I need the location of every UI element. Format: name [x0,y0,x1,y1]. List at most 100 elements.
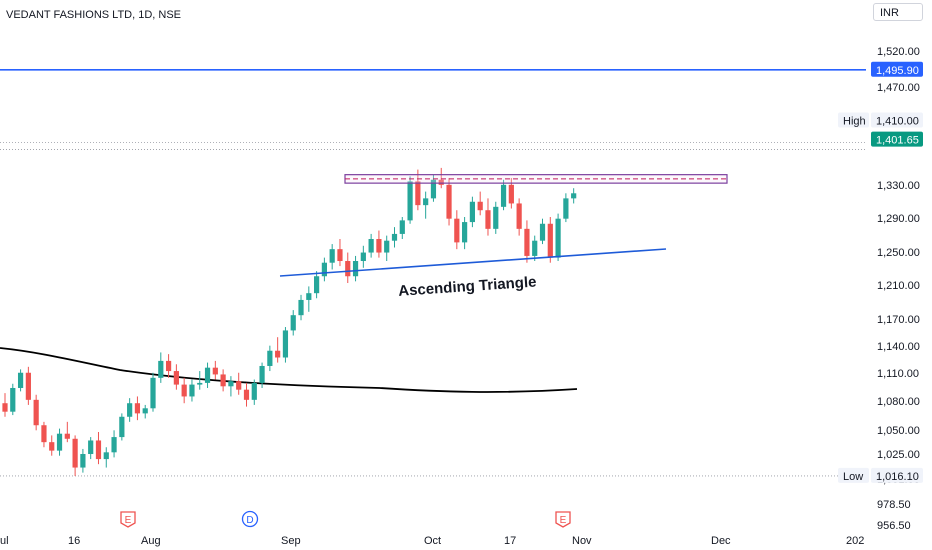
candle-73 [571,188,577,204]
y-tick-label: 1,025.00 [877,449,920,461]
candle-body [204,367,211,383]
low-label-bg [838,467,869,483]
candle-50 [391,227,398,248]
candle-68 [532,235,538,262]
x-tick-label: 202 [846,535,864,547]
candle-body [423,198,429,206]
y-tick-label: 1,330.00 [877,180,920,192]
candle-36 [282,327,289,363]
x-tick-label: ul [0,535,9,547]
candle-body [88,440,94,455]
time-axis[interactable]: ul 16 Aug Sep Oct 17 Nov Dec 202 [0,535,864,547]
candle-12 [95,432,102,465]
earnings-event-marker[interactable]: E [555,511,571,528]
price-axis[interactable]: 1,520.001,470.001,370.001,330.001,290.00… [877,46,920,532]
candle-13 [103,447,109,468]
candle-60 [469,196,475,228]
candle-body [64,433,70,439]
candle-body [95,440,102,460]
candle-38 [298,294,304,321]
candle-body [41,425,47,443]
x-tick-label: 17 [504,535,516,547]
candle-9 [72,435,78,477]
candle-body [243,389,250,400]
candle-41 [321,257,327,282]
candle-body [376,239,382,253]
candle-body [220,374,226,387]
candle-29 [228,376,234,397]
high-price-badge: 1,410.00 [876,116,919,128]
price-badges: 1,495.90 1,410.00 1,401.65 1,016.10 High Low [838,61,923,483]
candle-16 [127,398,133,422]
candle-body [352,261,359,277]
candle-body [119,416,125,438]
candle-30 [236,372,242,395]
candlesticks[interactable] [2,167,577,477]
grid-lines [0,68,866,477]
candle-32 [251,379,257,405]
candle-body [477,201,483,211]
resistance-price-badge-bg [871,61,923,77]
y-tick-label: 956.50 [877,520,911,532]
candle-body [415,181,421,206]
candle-body [267,350,273,366]
candle-17 [134,396,141,421]
chart-title: VEDANT FASHIONS LTD, 1D, NSE [6,9,181,21]
candle-body [2,403,8,412]
candle-body [438,179,444,185]
candle-body [282,330,289,358]
earnings-marker-shape [120,511,136,528]
candle-66 [516,198,522,236]
x-tick-label: Dec [711,535,731,547]
candle-body [555,218,561,258]
candle-body [321,262,327,277]
candle-33 [259,362,265,388]
candle-body [181,384,187,397]
candle-body [134,403,141,414]
y-tick-label: 1,520.00 [877,46,920,58]
candle-body [462,222,468,243]
y-tick-label: 1,470.00 [877,82,920,94]
candle-body [158,360,164,378]
candle-54 [423,191,429,219]
candle-35 [275,337,281,363]
candle-body [150,377,156,409]
dividend-event-marker[interactable]: D [241,510,259,528]
candle-body [329,249,335,263]
high-label-bg [838,112,869,128]
currency-selector[interactable]: INR [873,3,923,21]
candle-body [430,179,437,199]
candle-11 [88,437,94,460]
candle-48 [376,230,382,258]
candle-body [173,371,179,385]
x-tick-label: Aug [141,535,161,547]
candle-44 [345,252,351,284]
candle-body [547,223,553,258]
candle-56 [438,167,444,189]
candle-31 [243,382,250,407]
candle-10 [80,448,86,473]
candle-body [275,350,281,358]
candle-61 [477,191,483,216]
candle-70 [547,216,553,263]
x-tick-label: 16 [68,535,80,547]
candle-19 [150,372,156,412]
earnings-marker-shape [555,511,571,528]
earnings-event-marker[interactable]: E [120,511,136,528]
candle-18 [142,404,148,419]
candle-body [142,408,148,414]
candle-body [508,184,514,204]
candle-5 [41,421,47,448]
candle-body [127,403,133,417]
candle-body [485,210,491,229]
low-price-badge: 1,016.10 [876,471,919,483]
candle-body [165,360,172,372]
candle-body [360,252,366,262]
candle-71 [555,213,561,262]
candle-body [306,293,312,300]
candle-body [454,218,460,243]
candle-63 [493,201,499,234]
candle-23 [181,377,187,404]
